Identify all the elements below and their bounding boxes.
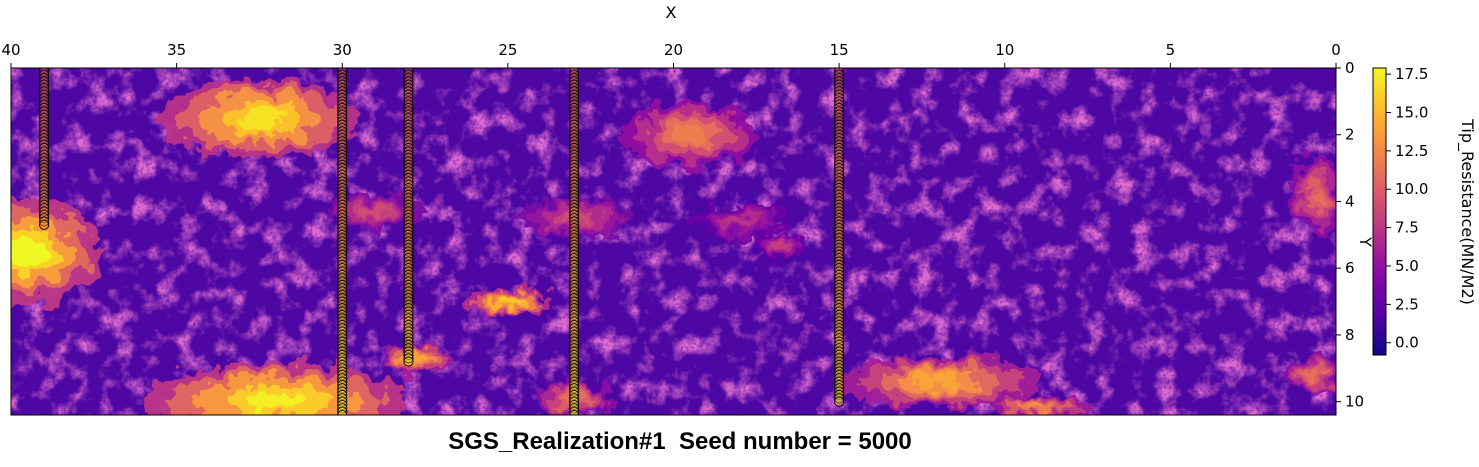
colorbar-tick-label: 15.0	[1395, 104, 1428, 122]
high-value-zone	[464, 288, 551, 315]
borehole	[403, 68, 414, 367]
borehole	[569, 68, 580, 415]
borehole-samples	[39, 68, 845, 415]
high-value-zone	[690, 204, 790, 239]
borehole	[834, 68, 845, 407]
high-value-zone	[839, 354, 1038, 409]
colorbar-tick-label: 5.0	[1395, 257, 1419, 275]
zone-ring	[1025, 405, 1050, 412]
borehole-sample-point	[569, 406, 580, 415]
borehole-sample-point	[39, 216, 50, 227]
heatmap-field	[11, 68, 1336, 415]
y-tick-label: 6	[1345, 259, 1355, 277]
zone-ring	[363, 207, 388, 216]
high-value-zone	[1289, 354, 1336, 395]
high-value-zone	[1289, 154, 1336, 235]
high-value-zone	[143, 361, 409, 415]
y-tick-label: 8	[1345, 326, 1355, 344]
zone-ring	[244, 392, 308, 412]
x-axis: 40 35 30 25 20 15 10 5 0	[1, 41, 1341, 68]
x-tick-label: 10	[995, 41, 1014, 59]
colorbar	[1372, 67, 1387, 356]
zone-ring	[407, 354, 424, 363]
high-value-zone	[753, 231, 806, 259]
borehole-sample-point	[337, 406, 348, 415]
x-tick-label: 5	[1166, 41, 1176, 59]
y-tick-label: 4	[1345, 192, 1355, 210]
high-value-zone	[160, 78, 359, 159]
zone-ring	[11, 238, 46, 265]
zone-ring	[1309, 370, 1323, 380]
borehole-sample-point	[834, 396, 845, 407]
zone-ring	[1309, 185, 1323, 205]
x-axis-label: X	[666, 3, 677, 22]
zone-ring	[727, 217, 752, 226]
y-axis-label: Y	[1356, 236, 1375, 247]
high-value-zone	[514, 198, 634, 239]
high-value-zone	[325, 194, 426, 229]
high-value-zone	[623, 101, 757, 169]
colorbar-tick-label: 0.0	[1395, 334, 1419, 352]
y-tick-label: 0	[1345, 59, 1355, 77]
colorbar-tick-label: 7.5	[1395, 219, 1419, 237]
colorbar-tick-label: 17.5	[1395, 65, 1428, 83]
chart-caption: SGS_Realization#1 Seed number = 5000	[448, 428, 912, 455]
x-tick-label: 40	[1, 41, 20, 59]
zone-ring	[674, 126, 706, 143]
x-tick-label: 35	[167, 41, 186, 59]
colorbar-tick-label: 10.0	[1395, 180, 1428, 198]
borehole-sample-point	[403, 353, 414, 364]
zone-ring	[559, 213, 589, 223]
high-value-zone	[534, 381, 614, 415]
high-value-zones	[11, 78, 1336, 415]
borehole	[337, 68, 348, 415]
x-tick-label: 20	[664, 41, 683, 59]
colorbar-tick-label: 2.5	[1395, 295, 1419, 313]
zone-ring	[773, 241, 786, 249]
zone-ring	[914, 375, 963, 389]
x-tick-label: 25	[498, 41, 517, 59]
borehole	[39, 68, 50, 230]
colorbar-label: Tip_Resistance(MN/M2)	[1457, 118, 1477, 305]
colorbar-tick-label: 12.5	[1395, 142, 1428, 160]
zone-ring	[497, 298, 519, 305]
high-value-zone	[11, 198, 101, 305]
borehole-sample-point	[403, 356, 414, 367]
y-tick-label: 10	[1345, 393, 1364, 411]
y-axis: 0 2 4 6 8 10	[1336, 59, 1364, 411]
y-tick-label: 2	[1345, 126, 1355, 144]
x-tick-label: 0	[1331, 41, 1341, 59]
borehole-sample-point	[834, 393, 845, 404]
high-value-zone	[382, 341, 449, 375]
zone-ring	[235, 108, 284, 128]
x-tick-label: 15	[830, 41, 849, 59]
high-value-zone	[988, 394, 1088, 415]
colorbar-axis: 0.0 2.5 5.0 7.5 10.0 12.5 15.0 17.5	[1386, 65, 1428, 352]
x-tick-label: 30	[333, 41, 352, 59]
borehole-sample-point	[39, 219, 50, 230]
